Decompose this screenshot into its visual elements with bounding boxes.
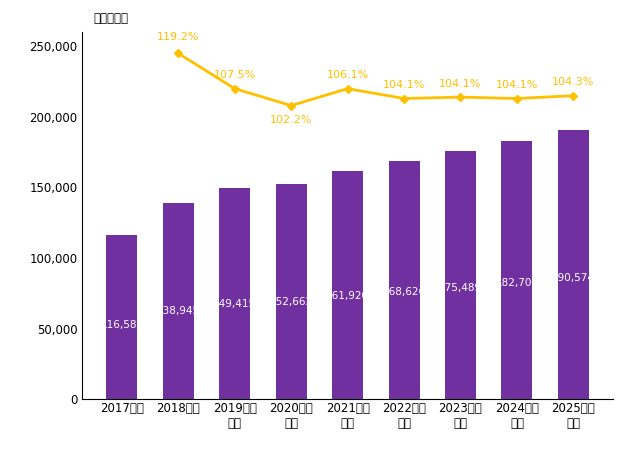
Text: 161,920: 161,920 bbox=[326, 291, 369, 302]
Text: 168,626: 168,626 bbox=[382, 287, 425, 297]
Text: 190,574: 190,574 bbox=[552, 273, 595, 283]
Text: 175,489: 175,489 bbox=[439, 283, 482, 293]
Bar bbox=[219, 188, 250, 399]
Text: 119.2%: 119.2% bbox=[157, 32, 200, 42]
Bar bbox=[389, 161, 420, 399]
Bar bbox=[558, 130, 589, 399]
Bar bbox=[106, 235, 137, 399]
Text: （百万円）: （百万円） bbox=[94, 12, 128, 25]
Text: 104.1%: 104.1% bbox=[383, 80, 425, 90]
Bar bbox=[501, 141, 533, 399]
Text: 104.1%: 104.1% bbox=[439, 78, 482, 89]
Text: 107.5%: 107.5% bbox=[214, 70, 256, 80]
Text: 149,415: 149,415 bbox=[213, 299, 256, 309]
Text: 102.2%: 102.2% bbox=[270, 116, 312, 125]
Bar bbox=[332, 171, 363, 399]
Bar bbox=[162, 203, 194, 399]
Text: 152,662: 152,662 bbox=[270, 297, 313, 308]
Text: 104.1%: 104.1% bbox=[495, 80, 538, 90]
Text: 182,703: 182,703 bbox=[495, 278, 538, 288]
Text: 116,580: 116,580 bbox=[100, 320, 143, 330]
Bar bbox=[276, 184, 307, 399]
Text: 104.3%: 104.3% bbox=[552, 77, 595, 87]
Bar bbox=[445, 151, 476, 399]
Text: 106.1%: 106.1% bbox=[327, 70, 368, 80]
Text: 138,945: 138,945 bbox=[157, 306, 200, 316]
